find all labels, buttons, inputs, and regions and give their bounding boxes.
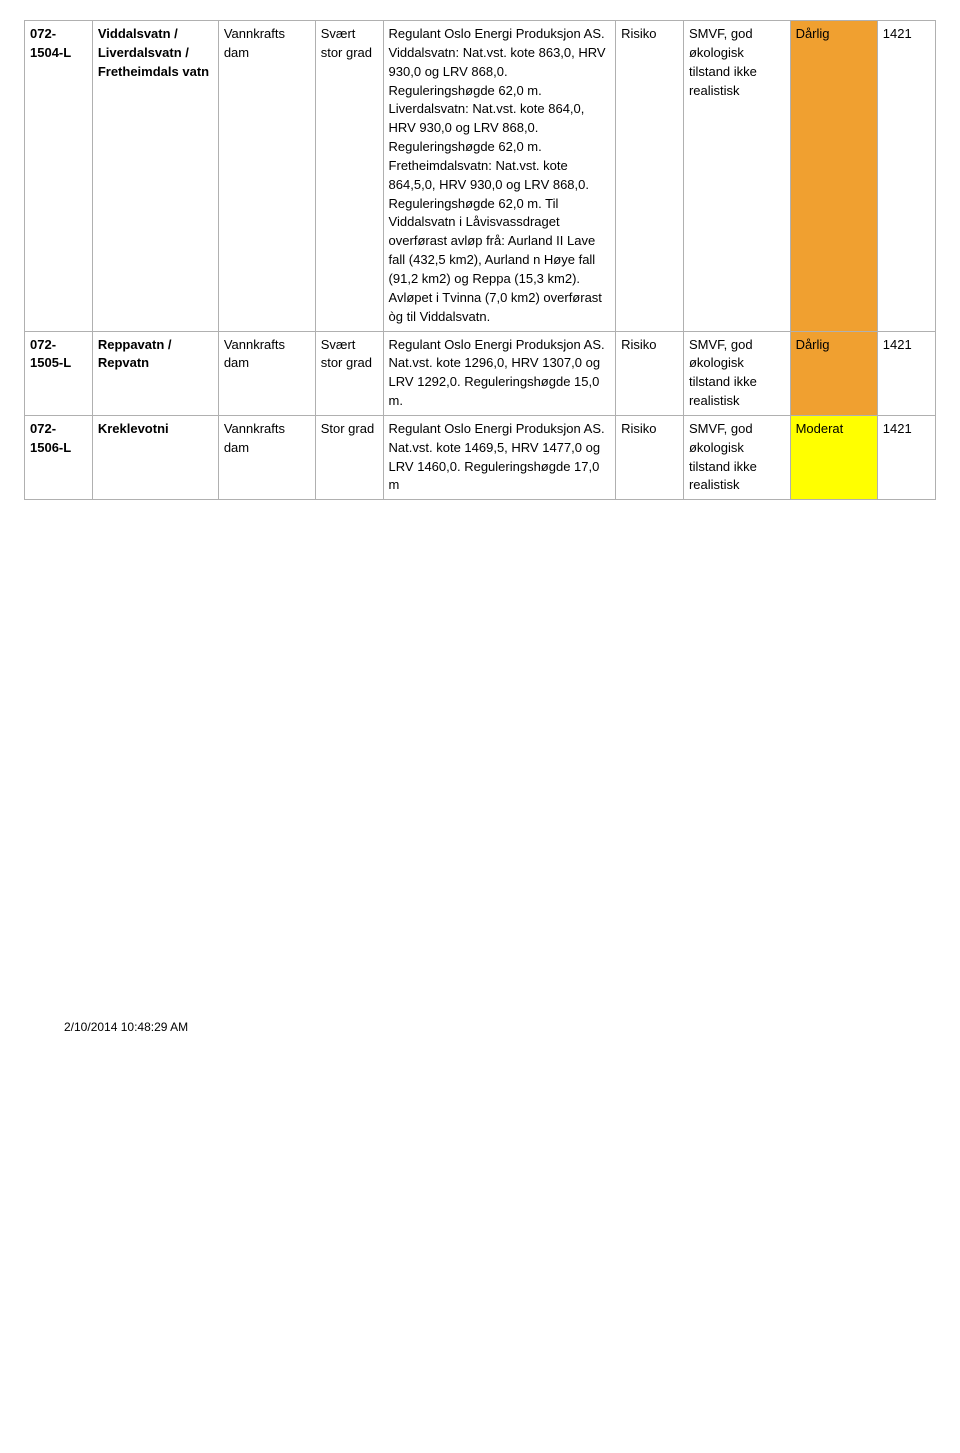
cell-status: Moderat xyxy=(790,415,877,499)
cell-grad: Stor grad xyxy=(315,415,383,499)
cell-risk: Risiko xyxy=(616,331,684,415)
cell-status: Dårlig xyxy=(790,331,877,415)
cell-desc: Regulant Oslo Energi Produksjon AS. Nat.… xyxy=(383,331,616,415)
cell-status: Dårlig xyxy=(790,21,877,332)
footer-timestamp: 2/10/2014 10:48:29 AM xyxy=(24,1020,936,1034)
cell-id: 072-1506-L xyxy=(25,415,93,499)
cell-code: 1421 xyxy=(877,331,935,415)
data-table: 072-1504-LViddalsvatn / Liverdalsvatn / … xyxy=(24,20,936,500)
cell-type: Vannkrafts dam xyxy=(218,415,315,499)
cell-risk: Risiko xyxy=(616,21,684,332)
cell-code: 1421 xyxy=(877,21,935,332)
cell-id: 072-1504-L xyxy=(25,21,93,332)
cell-just: SMVF, god økologisk tilstand ikke realis… xyxy=(683,331,790,415)
table-row: 072-1506-LKreklevotniVannkrafts damStor … xyxy=(25,415,936,499)
table-row: 072-1504-LViddalsvatn / Liverdalsvatn / … xyxy=(25,21,936,332)
cell-code: 1421 xyxy=(877,415,935,499)
cell-type: Vannkrafts dam xyxy=(218,21,315,332)
cell-type: Vannkrafts dam xyxy=(218,331,315,415)
cell-risk: Risiko xyxy=(616,415,684,499)
cell-name: Reppavatn / Repvatn xyxy=(92,331,218,415)
cell-just: SMVF, god økologisk tilstand ikke realis… xyxy=(683,21,790,332)
cell-name: Kreklevotni xyxy=(92,415,218,499)
cell-name: Viddalsvatn / Liverdalsvatn / Fretheimda… xyxy=(92,21,218,332)
cell-just: SMVF, god økologisk tilstand ikke realis… xyxy=(683,415,790,499)
cell-grad: Svært stor grad xyxy=(315,21,383,332)
cell-grad: Svært stor grad xyxy=(315,331,383,415)
table-row: 072-1505-LReppavatn / RepvatnVannkrafts … xyxy=(25,331,936,415)
cell-desc: Regulant Oslo Energi Produksjon AS. Vidd… xyxy=(383,21,616,332)
cell-desc: Regulant Oslo Energi Produksjon AS. Nat.… xyxy=(383,415,616,499)
cell-id: 072-1505-L xyxy=(25,331,93,415)
